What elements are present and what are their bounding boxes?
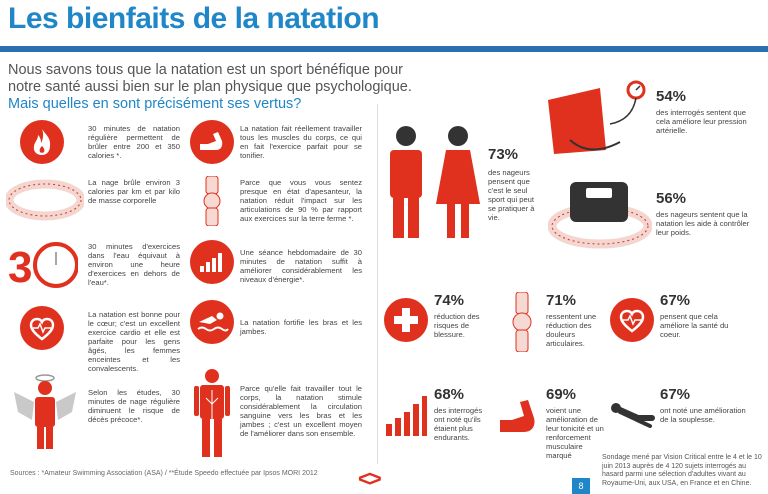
stretching-figure-icon [611, 403, 655, 428]
stat-56-value: 56% [656, 190, 687, 207]
stat-56-text: des nageurs sentent que la natation les … [656, 210, 750, 237]
stat-68-value: 68% [434, 386, 465, 403]
fact-heart: La natation est bonne pour le cœur; c'es… [88, 310, 180, 373]
stat-69-value: 69% [546, 386, 577, 403]
stat-54-value: 54% [656, 88, 687, 105]
number-30-clock-icon: 3 [8, 242, 78, 290]
fire-icon [20, 120, 64, 164]
survey-note: Sondage mené par Vision Critical entre l… [602, 454, 762, 487]
stat-71-text: ressentent une réduction des douleurs ar… [546, 312, 597, 348]
angel-icon [14, 374, 76, 449]
stat-73-value: 73% [488, 146, 519, 163]
energy-bars-icon [190, 240, 234, 284]
svg-text:3: 3 [8, 243, 32, 290]
people-icon [390, 126, 480, 238]
swimmer-icon [190, 300, 234, 344]
fact-circulation: Parce qu'elle fait travailler tout le co… [240, 384, 362, 438]
fact-calories: 30 minutes de natation régulière permett… [88, 124, 180, 160]
flexed-arm-stat-icon [500, 400, 535, 432]
stat-67-heart-value: 67% [660, 292, 691, 309]
stat-68-text: des interrogés ont noté qu'ils étaient p… [434, 406, 483, 442]
blood-pressure-icon [548, 80, 646, 154]
stat-69-text: voient une amélioration de leur tonicité… [546, 406, 604, 460]
heart-stat-icon [610, 298, 654, 342]
heart-icon [20, 306, 64, 350]
fact-water-exercise: 30 minutes d'exercices dans l'eau équiva… [88, 242, 180, 287]
fact-joints: Parce que vous vous sentez presque en ét… [240, 178, 362, 223]
fact-calories-km: La nage brûle environ 3 calories par km … [88, 178, 180, 205]
sources-footnote: Sources : *Amateur Swimming Association … [10, 470, 318, 477]
body-circulation-icon [194, 369, 230, 457]
column-divider [377, 104, 378, 464]
fact-energy: Une séance hebdomadaire de 30 minutes de… [240, 248, 362, 284]
knee-joint-stat-icon [512, 292, 532, 352]
intro-question: Mais quelles en sont précisément ses ver… [8, 96, 302, 112]
stat-74-text: réduction des risques de blessure. [434, 312, 480, 339]
stat-67-flex-value: 67% [660, 386, 691, 403]
stat-67-heart-text: pensent que cela améliore la santé du co… [660, 312, 729, 339]
scale-icon [548, 182, 652, 249]
fact-strength: La natation fortifie les bras et les jam… [240, 318, 362, 336]
stat-71-value: 71% [546, 292, 577, 309]
flexed-arm-icon [190, 120, 234, 164]
stat-74-value: 74% [434, 292, 465, 309]
stat-73-text: des nageurs pensent que c'est le seul sp… [488, 168, 535, 222]
energy-bars-stat-icon [386, 396, 427, 436]
first-aid-cross-icon [384, 298, 428, 342]
stat-67-flex-text: ont noté une amélioration de la soupless… [660, 406, 746, 424]
fact-mortality: Selon les études, 30 minutes de nage rég… [88, 388, 180, 424]
page-title: Les bienfaits de la natation [8, 2, 380, 35]
page-nav-arrows[interactable]: <> [358, 466, 382, 491]
knee-joint-icon [203, 176, 221, 226]
measuring-tape-icon [6, 179, 84, 221]
fact-muscles: La natation fait réellement travailler t… [240, 124, 362, 160]
title-rule [0, 46, 768, 52]
page-number: 8 [572, 478, 590, 494]
intro-text: Nous savons tous que la natation est un … [8, 62, 412, 95]
stat-54-text: des interrogés sentent que cela améliore… [656, 108, 747, 135]
